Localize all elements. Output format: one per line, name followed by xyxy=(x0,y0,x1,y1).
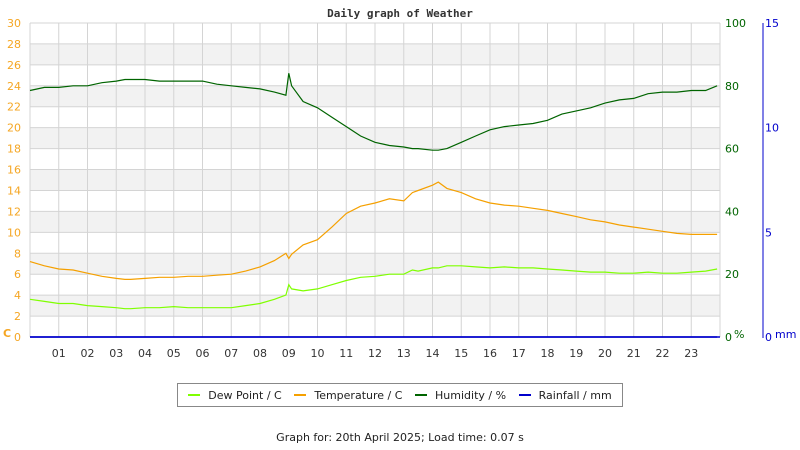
series-lines xyxy=(29,73,720,338)
svg-text:14: 14 xyxy=(426,347,440,360)
svg-text:80: 80 xyxy=(725,80,739,93)
svg-text:22: 22 xyxy=(656,347,670,360)
svg-text:40: 40 xyxy=(725,205,739,218)
legend-swatch-humidity xyxy=(415,394,428,396)
svg-text:60: 60 xyxy=(725,143,739,156)
svg-text:08: 08 xyxy=(253,347,267,360)
legend-label-temperature: Temperature / C xyxy=(314,388,403,402)
rainfall-axis: 0 5 10 15 xyxy=(765,17,779,344)
svg-text:4: 4 xyxy=(14,289,21,302)
svg-text:22: 22 xyxy=(7,101,21,114)
svg-text:03: 03 xyxy=(109,347,123,360)
svg-text:13: 13 xyxy=(397,347,411,360)
svg-text:18: 18 xyxy=(541,347,555,360)
svg-text:0: 0 xyxy=(765,331,772,344)
svg-text:14: 14 xyxy=(7,184,21,197)
svg-text:0: 0 xyxy=(725,331,732,344)
svg-text:10: 10 xyxy=(765,122,779,135)
legend-label-humidity: Humidity / % xyxy=(435,388,507,402)
svg-text:04: 04 xyxy=(138,347,152,360)
svg-text:23: 23 xyxy=(684,347,698,360)
svg-text:5: 5 xyxy=(765,226,772,239)
legend-swatch-rainfall xyxy=(518,394,531,396)
svg-text:100: 100 xyxy=(725,17,746,30)
graph-footer: Graph for: 20th April 2025; Load time: 0… xyxy=(276,431,524,444)
svg-text:24: 24 xyxy=(7,80,21,93)
chart-legend: Dew Point / C Temperature / C Humidity /… xyxy=(177,383,623,407)
svg-text:10: 10 xyxy=(311,347,325,360)
legend-item-humidity: Humidity / % xyxy=(415,389,506,402)
left-axis-unit: C xyxy=(3,327,11,340)
svg-text:20: 20 xyxy=(598,347,612,360)
chart-title: Daily graph of Weather xyxy=(327,7,473,20)
svg-text:18: 18 xyxy=(7,143,21,156)
gridlines xyxy=(29,22,721,338)
rainfall-axis-unit: mm xyxy=(775,328,796,341)
legend-swatch-dew-point xyxy=(188,394,201,396)
svg-text:0: 0 xyxy=(14,331,21,344)
svg-text:11: 11 xyxy=(339,347,353,360)
series-dew-point xyxy=(29,265,718,310)
svg-text:20: 20 xyxy=(7,122,21,135)
svg-text:15: 15 xyxy=(765,17,779,30)
svg-text:21: 21 xyxy=(627,347,641,360)
svg-text:02: 02 xyxy=(81,347,95,360)
legend-item-temperature: Temperature / C xyxy=(294,389,402,402)
svg-text:06: 06 xyxy=(196,347,210,360)
hour-axis: 01 02 03 04 05 06 07 08 09 10 11 12 13 14 15 16 17 18 19 20… xyxy=(52,347,699,360)
svg-text:01: 01 xyxy=(52,347,66,360)
svg-text:28: 28 xyxy=(7,38,21,51)
weather-chart: Daily graph of Weather 02468101214161820… xyxy=(3,7,796,360)
svg-text:19: 19 xyxy=(569,347,583,360)
svg-text:12: 12 xyxy=(7,205,21,218)
legend-item-dew-point: Dew Point / C xyxy=(188,388,282,402)
svg-text:16: 16 xyxy=(483,347,497,360)
svg-text:15: 15 xyxy=(454,347,468,360)
humidity-axis: 0 20 40 60 80 100 xyxy=(725,17,746,344)
svg-text:17: 17 xyxy=(512,347,526,360)
svg-text:20: 20 xyxy=(725,268,739,281)
series-temperature xyxy=(29,181,718,280)
series-humidity xyxy=(29,73,718,151)
legend-item-rainfall: Rainfall / mm xyxy=(518,388,612,402)
legend-label-rainfall: Rainfall / mm xyxy=(538,388,612,402)
svg-text:09: 09 xyxy=(282,347,296,360)
svg-text:8: 8 xyxy=(14,247,21,260)
legend-swatch-temperature xyxy=(294,394,307,396)
humidity-axis-unit: % xyxy=(734,328,744,341)
svg-text:07: 07 xyxy=(224,347,238,360)
svg-text:10: 10 xyxy=(7,226,21,239)
svg-text:2: 2 xyxy=(14,310,21,323)
svg-text:30: 30 xyxy=(7,17,21,30)
svg-text:6: 6 xyxy=(14,268,21,281)
svg-text:16: 16 xyxy=(7,164,21,177)
svg-text:05: 05 xyxy=(167,347,181,360)
svg-text:12: 12 xyxy=(368,347,382,360)
legend-label-dew-point: Dew Point / C xyxy=(208,388,282,402)
svg-text:26: 26 xyxy=(7,59,21,72)
